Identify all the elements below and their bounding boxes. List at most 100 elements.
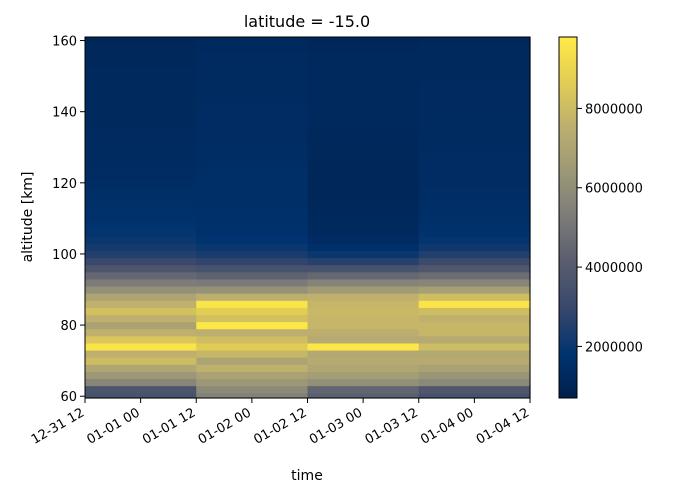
heatmap-cell: [307, 236, 420, 244]
heatmap-cell: [196, 236, 309, 244]
heatmap-cell: [307, 115, 420, 123]
heatmap-cell: [85, 186, 197, 195]
heatmap-cell: [85, 193, 197, 202]
heatmap-cell: [196, 314, 309, 323]
heatmap-cell: [418, 122, 531, 131]
heatmap-cell: [85, 307, 197, 316]
heatmap-cell: [307, 44, 420, 52]
heatmap-cell: [307, 193, 420, 202]
heatmap-cell: [196, 342, 309, 351]
heatmap-cell: [418, 86, 531, 95]
heatmap-cell: [307, 285, 420, 294]
heatmap-cell: [196, 293, 309, 301]
colorbar-tick-label: 6000000: [585, 182, 643, 197]
x-tick-label: 01-02 00: [196, 405, 254, 447]
heatmap-cell: [307, 101, 420, 109]
heatmap-cell: [85, 314, 197, 323]
heatmap-cell: [307, 172, 420, 180]
x-axis-label: time: [291, 468, 323, 484]
heatmap-cell: [196, 65, 309, 74]
heatmap-cell: [307, 58, 420, 67]
heatmap-cell: [307, 243, 420, 251]
heatmap-cell: [418, 221, 531, 230]
heatmap-cell: [85, 221, 197, 230]
heatmap-cell: [196, 157, 309, 166]
heatmap-cell: [418, 93, 531, 102]
heatmap-cell: [307, 72, 420, 81]
heatmap-cell: [85, 122, 197, 131]
heatmap-cell: [85, 129, 197, 138]
heatmap-cell: [418, 143, 531, 152]
heatmap-cell: [196, 285, 309, 294]
heatmap-cell: [196, 179, 309, 187]
x-tick-label: 01-03 00: [307, 405, 365, 447]
heatmap-cell: [307, 86, 420, 95]
y-axis-label: altitude [km]: [20, 172, 36, 263]
heatmap-cell: [307, 129, 420, 138]
heatmap-cell: [85, 257, 197, 266]
x-tick-label: 01-04 12: [474, 405, 532, 447]
heatmap-cell: [196, 115, 309, 123]
heatmap-cell: [85, 143, 197, 152]
heatmap-cell: [196, 207, 309, 216]
heatmap-cell: [85, 58, 197, 67]
heatmap-cell: [307, 186, 420, 195]
heatmap-cell: [418, 271, 531, 280]
heatmap-cell: [418, 385, 531, 394]
heatmap-cell: [196, 278, 309, 287]
y-tick-label: 100: [52, 248, 77, 263]
heatmap-cell: [85, 200, 197, 209]
heatmap-cell: [196, 101, 309, 109]
heatmap-cell: [418, 321, 531, 330]
heatmap-cell: [418, 186, 531, 195]
heatmap-cell: [196, 143, 309, 152]
chart-title: latitude = -15.0: [244, 12, 370, 31]
heatmap-cell: [307, 179, 420, 187]
heatmap-cell: [85, 37, 197, 45]
heatmap-cell: [418, 172, 531, 180]
heatmap-cell: [418, 335, 531, 344]
heatmap-cell: [196, 165, 309, 173]
heatmap-cell: [418, 364, 531, 372]
heatmap-cell: [196, 79, 309, 88]
heatmap-cell: [418, 108, 531, 116]
heatmap-cell: [196, 271, 309, 280]
heatmap-cell: [85, 357, 197, 365]
heatmap-cell: [418, 129, 531, 138]
heatmap-cell: [418, 79, 531, 88]
heatmap-cell: [85, 349, 197, 358]
x-tick-label: 12-31 12: [29, 405, 87, 447]
x-tick-label: 01-02 12: [251, 405, 309, 447]
heatmap-cell: [418, 236, 531, 244]
heatmap-cell: [85, 207, 197, 216]
heatmap-cell: [307, 385, 420, 394]
heatmap-cell: [85, 65, 197, 74]
y-tick-label: 140: [52, 106, 77, 121]
heatmap-cell: [85, 79, 197, 88]
heatmap-cell: [307, 143, 420, 152]
y-tick-label: 60: [60, 390, 77, 405]
heatmap-cell: [307, 200, 420, 209]
heatmap-cell: [307, 293, 420, 301]
heatmap-cell: [418, 293, 531, 301]
heatmap-cell: [307, 65, 420, 74]
heatmap-cell: [307, 108, 420, 116]
heatmap-cell: [196, 122, 309, 131]
heatmap-cell: [418, 378, 531, 387]
heatmap-cell: [85, 86, 197, 95]
heatmap-cell: [85, 44, 197, 52]
heatmap-cell: [307, 371, 420, 380]
heatmap-cell: [196, 378, 309, 387]
heatmap-cell: [196, 328, 309, 337]
heatmap-cell: [307, 150, 420, 159]
heatmap-cell: [85, 278, 197, 287]
heatmap-cell: [196, 193, 309, 202]
heatmap-cell: [196, 243, 309, 251]
heatmap-cell: [196, 250, 309, 259]
x-tick-label: 01-04 00: [418, 405, 476, 447]
heatmap-cell: [307, 93, 420, 102]
heatmap-cell: [85, 378, 197, 387]
colorbar: [558, 36, 578, 399]
heatmap-cell: [307, 37, 420, 45]
